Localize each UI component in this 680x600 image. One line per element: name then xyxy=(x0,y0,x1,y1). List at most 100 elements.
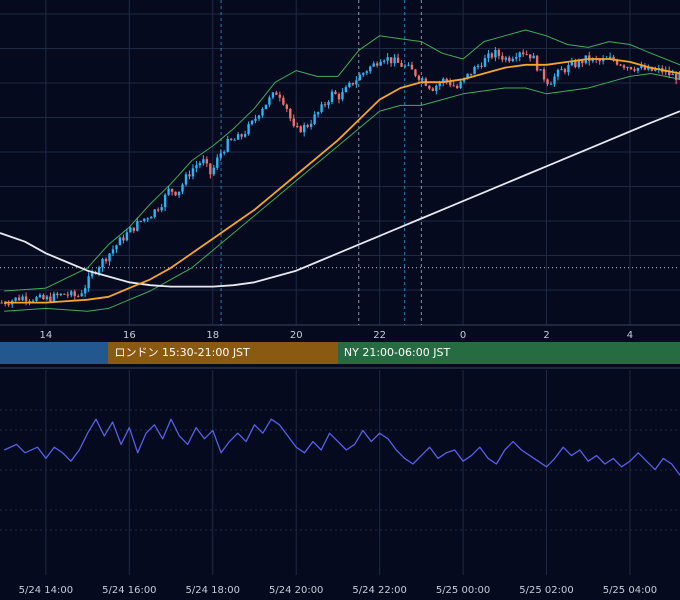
price-x-tick-label: 20 xyxy=(290,330,303,341)
candle-down xyxy=(299,126,302,133)
bollinger-upper-line xyxy=(4,29,680,292)
candle-down xyxy=(292,118,295,126)
candle-down xyxy=(574,61,577,67)
candle-up xyxy=(90,272,94,277)
candle-down xyxy=(63,293,66,295)
event-lines xyxy=(220,0,422,325)
candle-up xyxy=(177,191,181,196)
ma-slow-line xyxy=(0,110,680,288)
candle-up xyxy=(236,134,240,140)
session-tokyo xyxy=(0,342,109,364)
candle-up xyxy=(640,65,643,68)
candle-up xyxy=(403,65,407,67)
candle-down xyxy=(42,294,45,300)
candle-down xyxy=(414,69,417,76)
price-x-tick-label: 14 xyxy=(40,330,53,341)
candle-down xyxy=(351,82,355,85)
candle-down xyxy=(104,258,108,262)
price-x-tick-label: 4 xyxy=(627,330,633,341)
candle-up xyxy=(150,216,153,219)
candle-down xyxy=(275,92,278,95)
candle-up xyxy=(435,85,438,91)
candle-up xyxy=(379,61,382,66)
price-x-tick-label: 18 xyxy=(206,330,219,341)
candle-up xyxy=(219,153,222,158)
oscillator-x-tick-label: 5/25 00:00 xyxy=(436,585,490,596)
candle-up xyxy=(59,293,63,296)
oscillator-gridlines xyxy=(0,367,680,575)
candle-up xyxy=(212,167,216,175)
candle-up xyxy=(570,61,574,66)
candle-up xyxy=(143,218,146,221)
oscillator-line-group xyxy=(3,418,680,476)
oscillator-x-axis: 5/24 14:00 5/24 16:00 5/24 18:00 5/24 20:00… xyxy=(19,585,658,596)
candle-down xyxy=(480,65,483,67)
candle-up xyxy=(654,69,657,71)
candle-up xyxy=(459,81,462,89)
session-london: ロンドン 15:30-21:00 JST xyxy=(108,342,338,364)
candle-down xyxy=(633,69,636,71)
candle-down xyxy=(490,53,494,58)
candle-down xyxy=(598,59,601,62)
candle-up xyxy=(320,104,323,113)
candle-up xyxy=(316,112,320,115)
candle-up xyxy=(118,237,122,246)
candle-down xyxy=(73,291,76,297)
candle-up xyxy=(87,276,90,289)
candle-up xyxy=(139,220,142,222)
candle-up xyxy=(70,291,73,296)
oscillator-x-tick-label: 5/25 02:00 xyxy=(519,585,573,596)
candle-down xyxy=(282,97,285,105)
candle-down xyxy=(7,304,10,306)
price-x-tick-label: 0 xyxy=(460,330,466,341)
candle-up xyxy=(327,101,330,105)
candle-down xyxy=(452,85,455,87)
candle-down xyxy=(296,125,299,127)
candle-down xyxy=(542,69,546,80)
candle-down xyxy=(581,59,584,64)
oscillator-x-tick-label: 5/24 22:00 xyxy=(352,585,406,596)
candle-down xyxy=(622,65,626,68)
candle-up xyxy=(313,114,316,124)
candle-up xyxy=(14,297,17,301)
bollinger-bands xyxy=(4,29,680,312)
candle-up xyxy=(504,57,508,60)
candle-up xyxy=(129,227,132,233)
candle-up xyxy=(97,267,101,274)
oscillator-x-tick-label: 5/24 18:00 xyxy=(186,585,240,596)
candle-up xyxy=(153,209,156,217)
candle-down xyxy=(469,73,473,75)
candle-up xyxy=(382,60,386,62)
candle-down xyxy=(229,138,233,140)
candle-up xyxy=(348,82,351,88)
bollinger-lower-line xyxy=(4,73,680,312)
candle-up xyxy=(476,65,480,68)
candle-down xyxy=(306,125,309,127)
candle-up xyxy=(83,288,87,294)
candle-up xyxy=(556,69,560,77)
candle-up xyxy=(181,184,184,192)
candle-down xyxy=(205,159,209,164)
candle-up xyxy=(560,69,563,71)
candle-up xyxy=(31,300,35,302)
candle-up xyxy=(226,138,229,152)
candle-up xyxy=(473,67,476,75)
candle-up xyxy=(365,71,368,73)
candle-down xyxy=(417,75,421,80)
candle-up xyxy=(309,123,313,127)
candle-up xyxy=(35,297,38,301)
candle-up xyxy=(358,74,362,81)
candle-down xyxy=(49,296,52,302)
candle-down xyxy=(24,296,28,302)
candle-up xyxy=(442,78,445,84)
candle-down xyxy=(428,85,431,89)
candle-up xyxy=(302,125,306,133)
candle-down xyxy=(431,88,435,91)
candle-down xyxy=(334,91,337,95)
candle-up xyxy=(115,245,118,250)
candle-up xyxy=(52,293,56,302)
candle-up xyxy=(577,59,581,67)
candle-down xyxy=(410,64,414,70)
candle-up xyxy=(101,258,104,268)
